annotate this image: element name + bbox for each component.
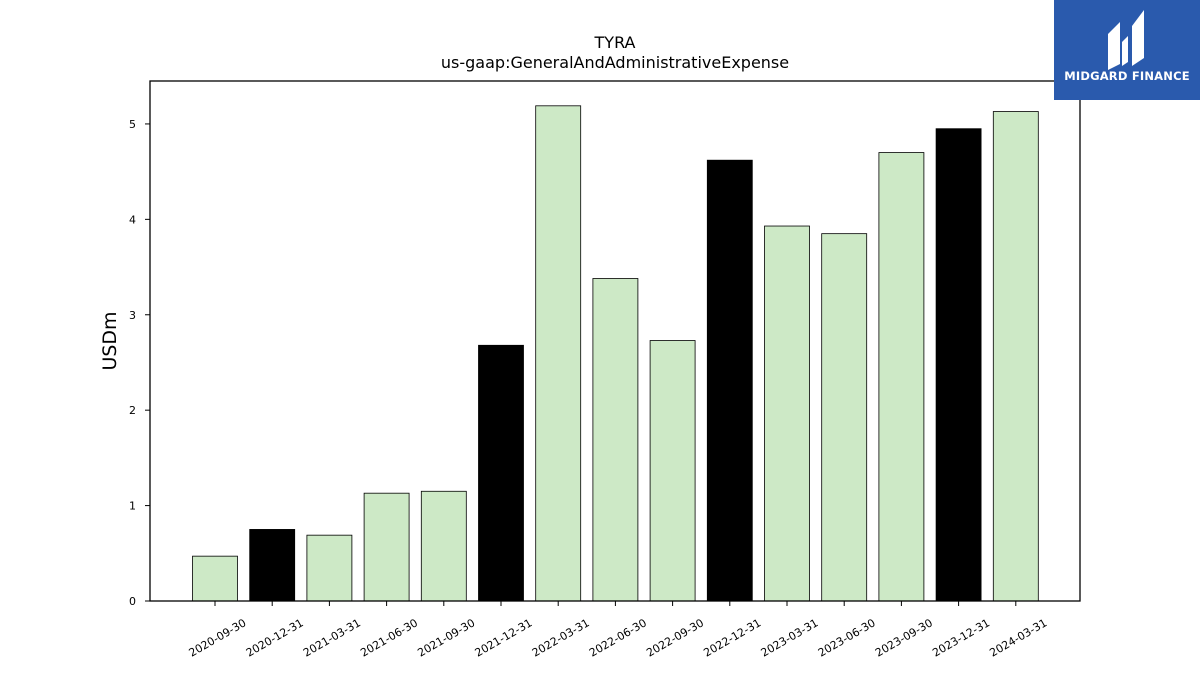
bar-2023-06-30 — [821, 233, 868, 602]
y-tick-label: 4 — [129, 213, 136, 226]
bar-2022-06-30 — [592, 278, 639, 602]
bar-2023-03-31 — [764, 225, 810, 602]
chart-title: TYRA — [594, 33, 636, 52]
bar-2021-09-30 — [420, 490, 467, 602]
bar-2024-03-31 — [992, 111, 1039, 602]
x-tick-label: 2023-03-31 — [759, 616, 821, 659]
y-axis-label: USDm — [99, 311, 121, 370]
bar-2020-12-31 — [249, 529, 296, 602]
y-tick-label: 2 — [129, 404, 136, 417]
x-tick-label: 2021-09-30 — [415, 616, 477, 659]
x-tick-label: 2022-03-31 — [530, 616, 592, 659]
x-tick-label: 2020-12-31 — [244, 616, 306, 659]
chart-subtitle: us-gaap:GeneralAndAdministrativeExpense — [441, 53, 789, 72]
bar-2020-09-30 — [192, 555, 238, 602]
x-tick-label: 2021-12-31 — [473, 616, 535, 659]
bar-2022-09-30 — [649, 340, 696, 602]
bar-2021-06-30 — [363, 492, 410, 602]
y-tick-label: 0 — [129, 595, 136, 608]
x-ticks-group: 2020-09-302020-12-312021-03-312021-06-30… — [187, 601, 1049, 660]
bar-2023-12-31 — [935, 128, 982, 602]
bar-2023-09-30 — [878, 152, 925, 602]
x-tick-label: 2021-06-30 — [358, 616, 420, 659]
x-tick-label: 2023-09-30 — [873, 616, 935, 659]
bar-2021-12-31 — [478, 344, 524, 602]
y-ticks-group: 0 1 2 3 4 5 — [129, 118, 150, 608]
x-tick-label: 2021-03-31 — [301, 616, 363, 659]
x-tick-label: 2022-06-30 — [587, 616, 649, 659]
bar-2022-03-31 — [535, 105, 582, 602]
bar-2022-12-31 — [706, 159, 753, 602]
x-tick-label: 2024-03-31 — [987, 616, 1049, 659]
y-tick-label: 1 — [129, 500, 136, 513]
x-tick-label: 2020-09-30 — [187, 616, 249, 659]
x-tick-label: 2023-06-30 — [816, 616, 878, 659]
x-tick-label: 2022-12-31 — [701, 616, 763, 659]
x-tick-label: 2023-12-31 — [930, 616, 992, 659]
midgard-logo-icon — [1108, 10, 1144, 70]
logo-text: MIDGARD FINANCE — [1064, 69, 1190, 83]
x-tick-label: 2022-09-30 — [644, 616, 706, 659]
bars-group — [192, 105, 1039, 602]
bar-2021-03-31 — [306, 534, 353, 602]
brand-logo: MIDGARD FINANCE — [1054, 0, 1200, 100]
y-tick-label: 5 — [129, 118, 136, 131]
y-tick-label: 3 — [129, 309, 136, 322]
plot-frame — [149, 80, 1081, 602]
